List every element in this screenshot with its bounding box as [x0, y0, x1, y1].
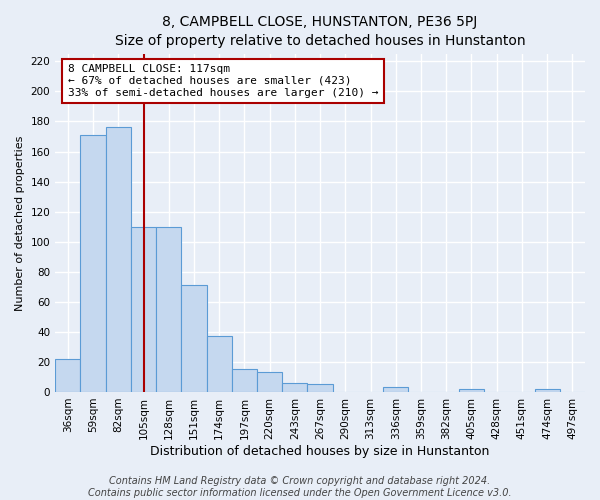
Bar: [257, 372, 282, 392]
Title: 8, CAMPBELL CLOSE, HUNSTANTON, PE36 5PJ
Size of property relative to detached ho: 8, CAMPBELL CLOSE, HUNSTANTON, PE36 5PJ …: [115, 15, 526, 48]
X-axis label: Distribution of detached houses by size in Hunstanton: Distribution of detached houses by size …: [151, 444, 490, 458]
Y-axis label: Number of detached properties: Number of detached properties: [15, 135, 25, 310]
Bar: [106, 128, 131, 392]
Bar: [282, 383, 307, 392]
Bar: [307, 384, 332, 392]
Text: Contains HM Land Registry data © Crown copyright and database right 2024.
Contai: Contains HM Land Registry data © Crown c…: [88, 476, 512, 498]
Bar: [206, 336, 232, 392]
Bar: [131, 226, 156, 392]
Bar: [383, 388, 409, 392]
Bar: [80, 135, 106, 392]
Bar: [181, 286, 206, 392]
Bar: [459, 389, 484, 392]
Bar: [156, 226, 181, 392]
Bar: [232, 370, 257, 392]
Text: 8 CAMPBELL CLOSE: 117sqm
← 67% of detached houses are smaller (423)
33% of semi-: 8 CAMPBELL CLOSE: 117sqm ← 67% of detach…: [68, 64, 378, 98]
Bar: [55, 359, 80, 392]
Bar: [535, 389, 560, 392]
